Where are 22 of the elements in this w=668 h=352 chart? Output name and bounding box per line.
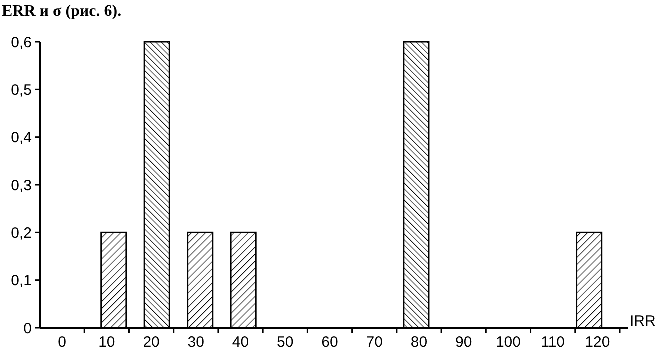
x-tick-label: 10: [98, 334, 116, 351]
x-tick-label: 100: [496, 334, 521, 351]
text: ERR и σ (рис. 6).: [2, 3, 122, 20]
x-tick-label: 60: [322, 334, 338, 351]
x-tick-label: 30: [188, 334, 204, 351]
x-tick-label: 90: [456, 334, 472, 351]
x-axis-title: IRR: [630, 313, 656, 330]
y-tick-label: 0,4: [11, 130, 32, 147]
y-tick-label: 0,1: [11, 272, 32, 290]
y-tick-label: 0,2: [11, 224, 32, 242]
x-tick-label: 40: [232, 334, 250, 351]
x-tick-label: 20: [143, 334, 160, 351]
y-tick-label: 0,3: [11, 177, 32, 194]
y-tick-label: 0: [24, 320, 32, 338]
y-tick-label: 0,6: [11, 34, 32, 52]
y-tick-label: 0,5: [11, 82, 32, 99]
x-tick-label: 120: [585, 334, 610, 351]
x-tick-label: 70: [366, 334, 383, 351]
x-tick-label: 50: [277, 334, 294, 351]
x-tick-label: 110: [541, 334, 566, 351]
x-tick-label: 0: [58, 334, 66, 351]
x-tick-label: 80: [410, 334, 428, 351]
